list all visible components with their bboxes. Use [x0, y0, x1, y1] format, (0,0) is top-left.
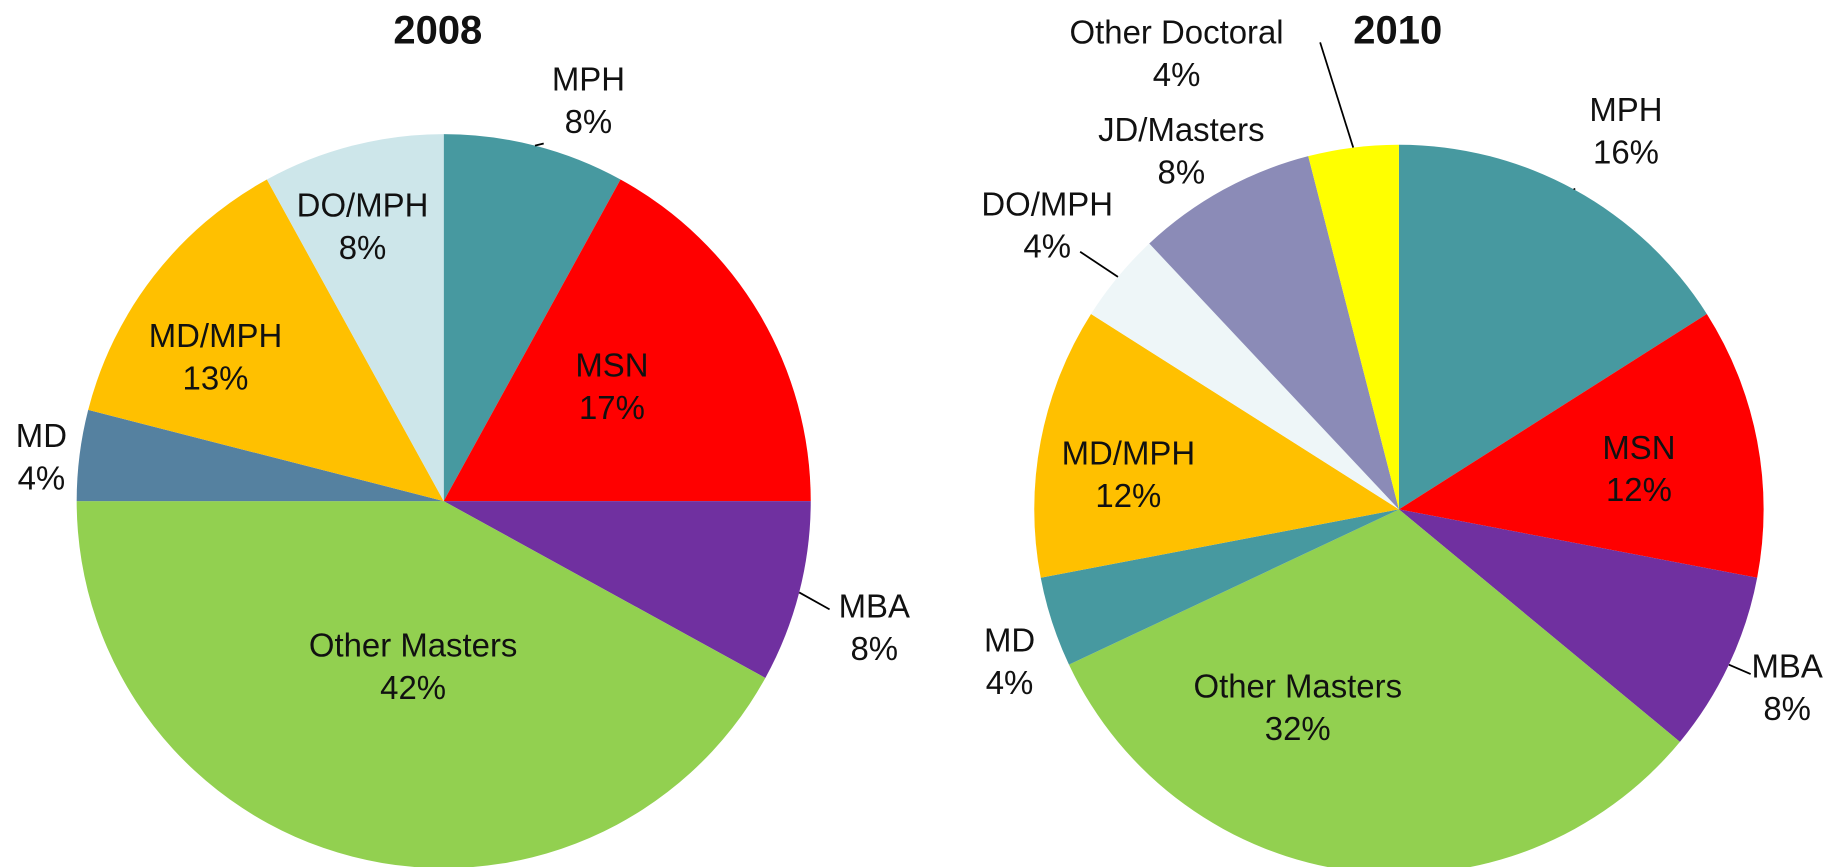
leader-line: [1728, 663, 1752, 675]
slice-label-name: MBA: [1751, 648, 1822, 685]
slice-label: MD 4%: [984, 622, 1035, 701]
slice-label: Other Masters 32%: [1193, 668, 1402, 747]
slice-label-value: 8%: [1158, 154, 1206, 191]
chart-title: 2008: [393, 9, 482, 53]
slice-label-value: 4%: [1153, 56, 1201, 93]
pie-slice: [1040, 509, 1399, 665]
pie-slice: [1068, 509, 1680, 867]
pie-slice: [1034, 313, 1399, 578]
slice-label-name: DO/MPH: [981, 185, 1113, 222]
slice-label: Other Doctoral 4%: [1070, 14, 1284, 93]
slice-label-value: 32%: [1265, 710, 1331, 747]
slice-label-name: Other Masters: [309, 626, 518, 663]
slice-label-name: MBA: [839, 588, 910, 625]
slice-label-value: 13%: [183, 359, 249, 396]
slice-label: JD/Masters 8%: [1098, 111, 1264, 190]
pie-slice: [76, 409, 444, 502]
slice-label: MD/MPH 13%: [149, 317, 283, 396]
slice-label: MD/MPH 12%: [1062, 435, 1196, 514]
slice-label-value: 12%: [1095, 477, 1161, 514]
pie-slice: [76, 501, 766, 867]
pie-slice: [1398, 509, 1758, 742]
slice-label-name: JD/Masters: [1098, 111, 1264, 148]
slice-label-value: 8%: [339, 229, 387, 266]
pie-slice: [1149, 156, 1399, 510]
leader-line: [1319, 42, 1355, 148]
slice-label: MD 4%: [16, 417, 67, 496]
pie-slice: [443, 501, 811, 678]
slice-label-value: 4%: [986, 664, 1034, 701]
slice-label: MSN 12%: [1602, 429, 1675, 508]
slice-label: DO/MPH 4%: [981, 185, 1113, 264]
pie-slice: [1308, 144, 1399, 510]
pie-slice: [1398, 313, 1764, 578]
slice-label-name: MD/MPH: [1062, 435, 1196, 472]
slice-label: DO/MPH 8%: [297, 186, 429, 265]
slice-label-name: MPH: [1589, 91, 1662, 128]
leader-line: [534, 142, 544, 147]
slice-label: MSN 17%: [575, 346, 648, 425]
slice-label-name: MPH: [552, 61, 625, 98]
pie-slice: [443, 179, 811, 502]
slice-label-value: 42%: [380, 669, 446, 706]
slice-label-name: MD: [16, 417, 67, 454]
slice-label: Other Masters 42%: [309, 626, 518, 705]
slice-label-value: 16%: [1593, 134, 1659, 171]
slice-label-name: MSN: [1602, 429, 1675, 466]
slice-label: MPH 8%: [552, 61, 625, 140]
pie-slice: [443, 134, 621, 502]
pie-slice: [266, 134, 444, 502]
slice-label-value: 8%: [565, 103, 613, 140]
pie-slice: [88, 179, 444, 502]
slice-label-value: 4%: [18, 459, 66, 496]
leader-line: [1079, 251, 1119, 278]
pie-slice: [1398, 144, 1707, 510]
slice-label-name: MD/MPH: [149, 317, 283, 354]
slice-label-name: MD: [984, 622, 1035, 659]
slice-label: MBA 8%: [1751, 648, 1822, 727]
slice-label-value: 4%: [1023, 228, 1071, 265]
slice-label: MBA 8%: [839, 588, 910, 667]
slice-label-name: Other Doctoral: [1070, 14, 1284, 51]
chart-title: 2010: [1353, 9, 1442, 53]
slice-label-value: 12%: [1606, 471, 1672, 508]
slice-label-name: Other Masters: [1193, 668, 1402, 705]
slice-label: MPH 16%: [1589, 91, 1662, 170]
slice-label-value: 8%: [850, 630, 898, 667]
slice-label-name: MSN: [575, 346, 648, 383]
leader-line: [798, 591, 830, 611]
slice-label-value: 8%: [1763, 690, 1811, 727]
slice-label-name: DO/MPH: [297, 186, 429, 223]
slice-label-value: 17%: [579, 389, 645, 426]
pie-slice: [1091, 243, 1399, 510]
